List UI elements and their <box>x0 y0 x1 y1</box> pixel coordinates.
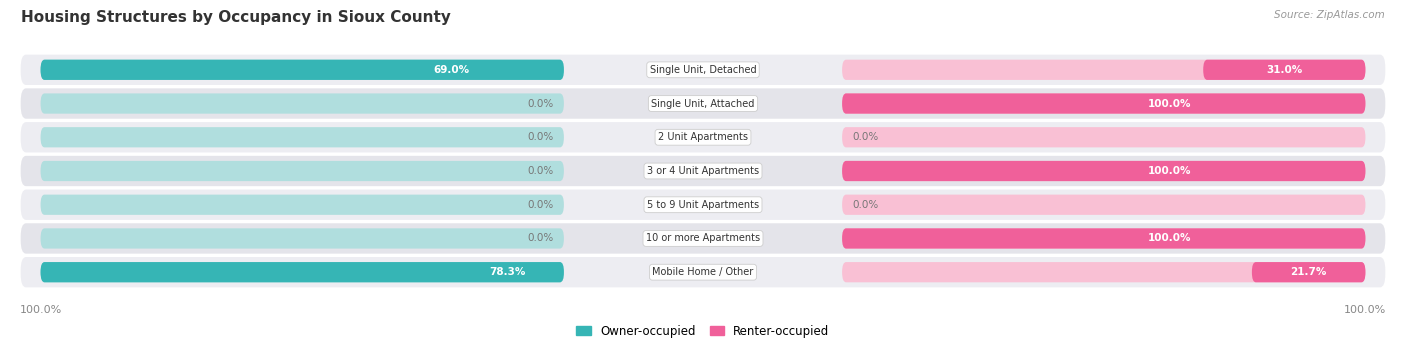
Text: 0.0%: 0.0% <box>852 200 879 210</box>
FancyBboxPatch shape <box>1251 262 1365 282</box>
FancyBboxPatch shape <box>41 60 564 80</box>
Text: Source: ZipAtlas.com: Source: ZipAtlas.com <box>1274 10 1385 20</box>
Text: 2 Unit Apartments: 2 Unit Apartments <box>658 132 748 142</box>
FancyBboxPatch shape <box>842 161 1365 181</box>
FancyBboxPatch shape <box>21 122 1385 153</box>
FancyBboxPatch shape <box>21 156 1385 186</box>
Text: 78.3%: 78.3% <box>489 267 526 277</box>
Text: 100.0%: 100.0% <box>1149 166 1192 176</box>
FancyBboxPatch shape <box>21 257 1385 287</box>
FancyBboxPatch shape <box>41 60 564 80</box>
FancyBboxPatch shape <box>842 228 1365 249</box>
FancyBboxPatch shape <box>842 161 1365 181</box>
Text: 0.0%: 0.0% <box>527 98 554 108</box>
FancyBboxPatch shape <box>41 228 564 249</box>
FancyBboxPatch shape <box>41 127 564 147</box>
FancyBboxPatch shape <box>842 228 1365 249</box>
FancyBboxPatch shape <box>1204 60 1365 80</box>
FancyBboxPatch shape <box>21 189 1385 220</box>
FancyBboxPatch shape <box>842 127 1365 147</box>
Text: 0.0%: 0.0% <box>852 132 879 142</box>
FancyBboxPatch shape <box>842 195 1365 215</box>
Text: Housing Structures by Occupancy in Sioux County: Housing Structures by Occupancy in Sioux… <box>21 10 451 25</box>
Text: 31.0%: 31.0% <box>1267 65 1302 75</box>
FancyBboxPatch shape <box>41 262 564 282</box>
Text: Single Unit, Attached: Single Unit, Attached <box>651 98 755 108</box>
Text: 0.0%: 0.0% <box>527 166 554 176</box>
Text: 3 or 4 Unit Apartments: 3 or 4 Unit Apartments <box>647 166 759 176</box>
Text: 10 or more Apartments: 10 or more Apartments <box>645 234 761 244</box>
FancyBboxPatch shape <box>842 60 1365 80</box>
Text: 0.0%: 0.0% <box>527 200 554 210</box>
Text: Single Unit, Detached: Single Unit, Detached <box>650 65 756 75</box>
Text: 100.0%: 100.0% <box>1149 234 1192 244</box>
FancyBboxPatch shape <box>842 93 1365 114</box>
Text: 0.0%: 0.0% <box>527 234 554 244</box>
Text: Mobile Home / Other: Mobile Home / Other <box>652 267 754 277</box>
FancyBboxPatch shape <box>21 88 1385 119</box>
Text: 21.7%: 21.7% <box>1291 267 1327 277</box>
FancyBboxPatch shape <box>842 93 1365 114</box>
Text: 0.0%: 0.0% <box>527 132 554 142</box>
Text: 100.0%: 100.0% <box>1149 98 1192 108</box>
FancyBboxPatch shape <box>41 161 564 181</box>
FancyBboxPatch shape <box>21 55 1385 85</box>
FancyBboxPatch shape <box>41 93 564 114</box>
Text: 5 to 9 Unit Apartments: 5 to 9 Unit Apartments <box>647 200 759 210</box>
FancyBboxPatch shape <box>41 262 564 282</box>
FancyBboxPatch shape <box>842 262 1365 282</box>
Legend: Owner-occupied, Renter-occupied: Owner-occupied, Renter-occupied <box>572 320 834 342</box>
Text: 69.0%: 69.0% <box>434 65 470 75</box>
FancyBboxPatch shape <box>41 195 564 215</box>
FancyBboxPatch shape <box>21 223 1385 254</box>
